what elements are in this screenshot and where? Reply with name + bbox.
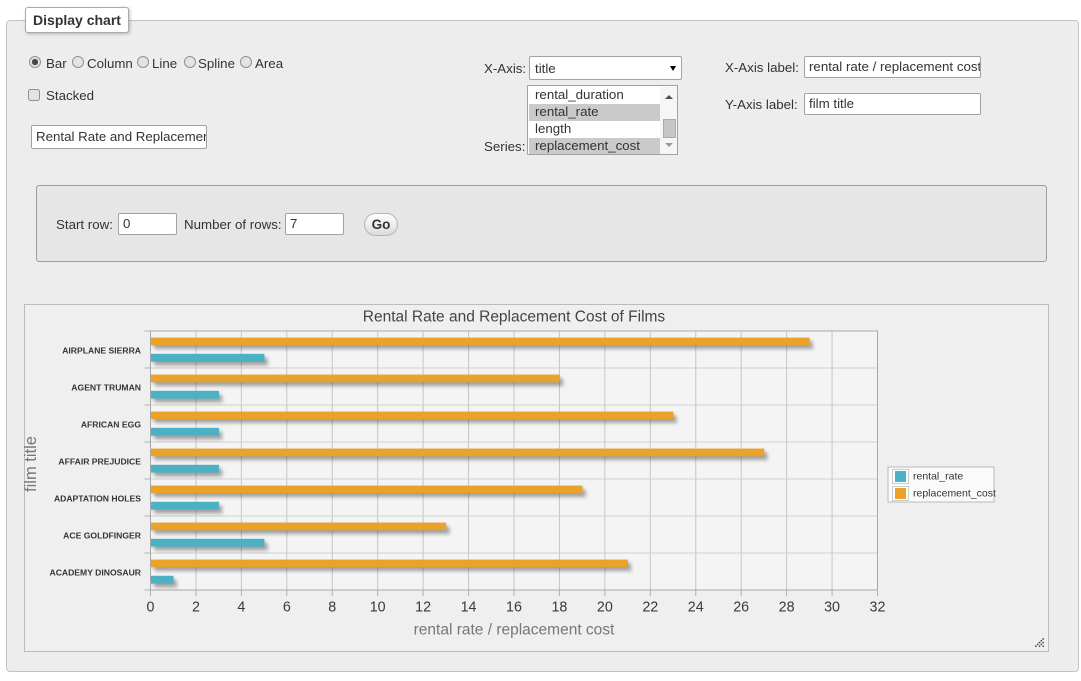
svg-text:film title: film title <box>24 436 40 492</box>
svg-text:20: 20 <box>597 600 613 616</box>
svg-text:16: 16 <box>506 600 522 616</box>
svg-text:12: 12 <box>415 600 431 616</box>
svg-text:ADAPTATION HOLES: ADAPTATION HOLES <box>54 494 141 504</box>
svg-text:18: 18 <box>551 600 567 616</box>
svg-text:AFRICAN EGG: AFRICAN EGG <box>81 420 141 430</box>
svg-text:0: 0 <box>147 600 155 616</box>
svg-text:22: 22 <box>642 600 658 616</box>
svg-text:4: 4 <box>237 600 245 616</box>
svg-text:26: 26 <box>733 600 749 616</box>
svg-text:14: 14 <box>461 600 477 616</box>
svg-text:ACE GOLDFINGER: ACE GOLDFINGER <box>63 531 142 541</box>
svg-text:Rental Rate and Replacement Co: Rental Rate and Replacement Cost of Film… <box>363 309 666 326</box>
svg-text:10: 10 <box>370 600 386 616</box>
svg-text:28: 28 <box>779 600 795 616</box>
svg-text:32: 32 <box>870 600 886 616</box>
svg-text:replacement_cost: replacement_cost <box>913 488 996 500</box>
svg-text:rental_rate: rental_rate <box>913 471 963 483</box>
svg-text:2: 2 <box>192 600 200 616</box>
svg-text:24: 24 <box>688 600 704 616</box>
svg-text:AFFAIR PREJUDICE: AFFAIR PREJUDICE <box>58 457 141 467</box>
svg-text:8: 8 <box>328 600 336 616</box>
svg-text:rental rate / replacement cost: rental rate / replacement cost <box>414 622 615 639</box>
svg-text:AGENT TRUMAN: AGENT TRUMAN <box>71 383 141 393</box>
svg-text:30: 30 <box>824 600 840 616</box>
svg-text:6: 6 <box>283 600 291 616</box>
svg-text:ACADEMY DINOSAUR: ACADEMY DINOSAUR <box>49 568 141 578</box>
svg-text:AIRPLANE SIERRA: AIRPLANE SIERRA <box>62 346 141 356</box>
